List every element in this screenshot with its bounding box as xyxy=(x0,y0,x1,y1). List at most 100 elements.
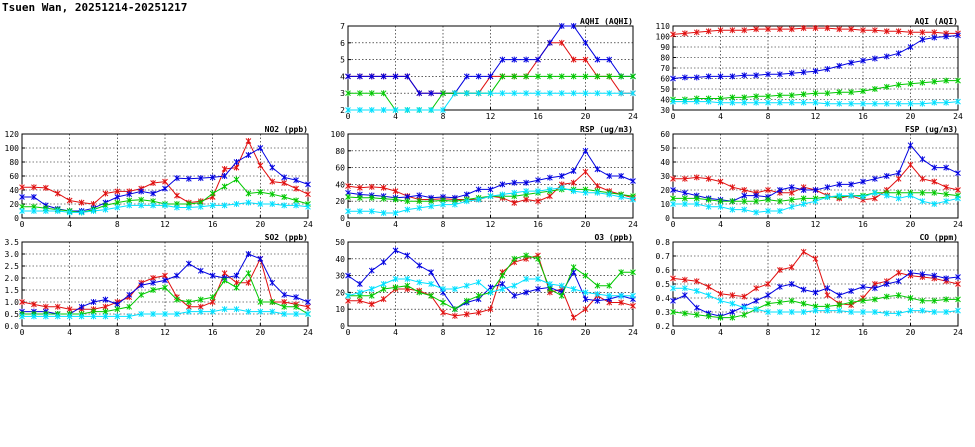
data-point xyxy=(523,73,529,80)
data-point xyxy=(582,56,589,63)
data-point xyxy=(943,309,949,315)
data-point xyxy=(765,208,771,214)
data-point xyxy=(705,28,712,35)
chart-title: AQI (AQI) xyxy=(915,17,958,26)
x-tick-label: 20 xyxy=(256,328,266,337)
data-point xyxy=(535,177,541,184)
data-point xyxy=(705,313,712,320)
data-point xyxy=(523,188,529,195)
series-blue xyxy=(345,23,636,97)
data-point xyxy=(380,73,387,80)
data-point xyxy=(693,174,700,181)
data-point xyxy=(919,29,926,36)
data-point xyxy=(281,311,288,317)
data-point xyxy=(670,31,676,38)
data-point xyxy=(741,27,748,34)
data-point xyxy=(511,90,518,97)
data-point xyxy=(138,291,145,298)
data-point xyxy=(848,299,854,306)
data-point xyxy=(535,56,541,63)
data-point xyxy=(357,90,363,97)
data-point xyxy=(777,71,783,78)
data-point xyxy=(42,313,49,320)
data-point xyxy=(345,272,351,279)
data-point xyxy=(269,299,276,305)
data-point xyxy=(440,201,446,208)
data-point xyxy=(931,189,938,196)
data-point xyxy=(487,284,494,291)
data-point xyxy=(848,192,854,199)
data-point xyxy=(682,189,688,196)
data-point xyxy=(618,90,624,97)
data-point xyxy=(582,189,589,196)
data-point xyxy=(368,183,375,190)
data-point xyxy=(368,301,375,308)
data-point xyxy=(682,195,688,202)
data-point xyxy=(345,183,351,190)
data-point xyxy=(729,94,736,101)
x-tick-label: 8 xyxy=(766,220,771,229)
series-blue xyxy=(19,251,311,317)
data-point xyxy=(174,204,180,211)
y-tick-label: 4 xyxy=(340,72,345,81)
data-point xyxy=(741,198,748,205)
y-tick-label: 20 xyxy=(335,288,345,297)
y-tick-label: 3 xyxy=(340,89,345,98)
data-point xyxy=(54,190,61,197)
data-point xyxy=(221,277,228,284)
data-point xyxy=(428,198,434,205)
data-point xyxy=(860,178,866,185)
data-point xyxy=(729,300,736,307)
x-tick-label: 24 xyxy=(628,112,638,121)
data-point xyxy=(753,306,759,313)
data-point xyxy=(919,271,926,278)
data-point xyxy=(345,90,351,97)
data-point xyxy=(919,189,926,196)
y-tick-label: 3.0 xyxy=(5,250,20,259)
data-point xyxy=(209,272,216,279)
x-tick-label: 0 xyxy=(671,112,676,121)
data-point xyxy=(943,296,949,303)
data-point xyxy=(499,90,506,97)
data-point xyxy=(345,194,351,200)
data-point xyxy=(404,275,411,282)
x-tick-label: 4 xyxy=(393,220,398,229)
data-point xyxy=(78,199,85,206)
data-point xyxy=(535,255,541,262)
data-point xyxy=(305,181,311,188)
data-point xyxy=(357,289,363,296)
data-point xyxy=(777,26,783,33)
y-tick-label: 120 xyxy=(5,130,20,139)
x-tick-label: 20 xyxy=(906,220,916,229)
data-point xyxy=(705,283,712,290)
x-tick-label: 16 xyxy=(533,220,543,229)
data-point xyxy=(42,208,49,214)
y-tick-label: 40 xyxy=(9,186,19,195)
data-point xyxy=(705,292,712,299)
data-point xyxy=(357,73,363,80)
data-point xyxy=(535,188,541,195)
data-point xyxy=(919,297,926,304)
data-point xyxy=(883,310,890,317)
data-point xyxy=(392,209,399,216)
data-point xyxy=(221,183,228,190)
data-point xyxy=(606,292,613,299)
data-point xyxy=(535,73,541,80)
data-point xyxy=(416,198,423,205)
y-tick-label: 20 xyxy=(9,200,19,209)
data-point xyxy=(582,147,589,154)
data-point xyxy=(511,179,518,186)
data-point xyxy=(765,26,771,33)
data-point xyxy=(511,255,518,262)
x-tick-label: 8 xyxy=(441,328,446,337)
data-point xyxy=(777,267,783,273)
data-point xyxy=(729,309,736,315)
data-point xyxy=(293,202,299,209)
series-red xyxy=(19,138,311,207)
data-point xyxy=(729,314,736,321)
data-point xyxy=(185,308,192,315)
x-tick-label: 12 xyxy=(486,220,496,229)
y-tick-label: 40 xyxy=(335,255,345,264)
data-point xyxy=(582,168,589,175)
data-point xyxy=(872,86,878,92)
